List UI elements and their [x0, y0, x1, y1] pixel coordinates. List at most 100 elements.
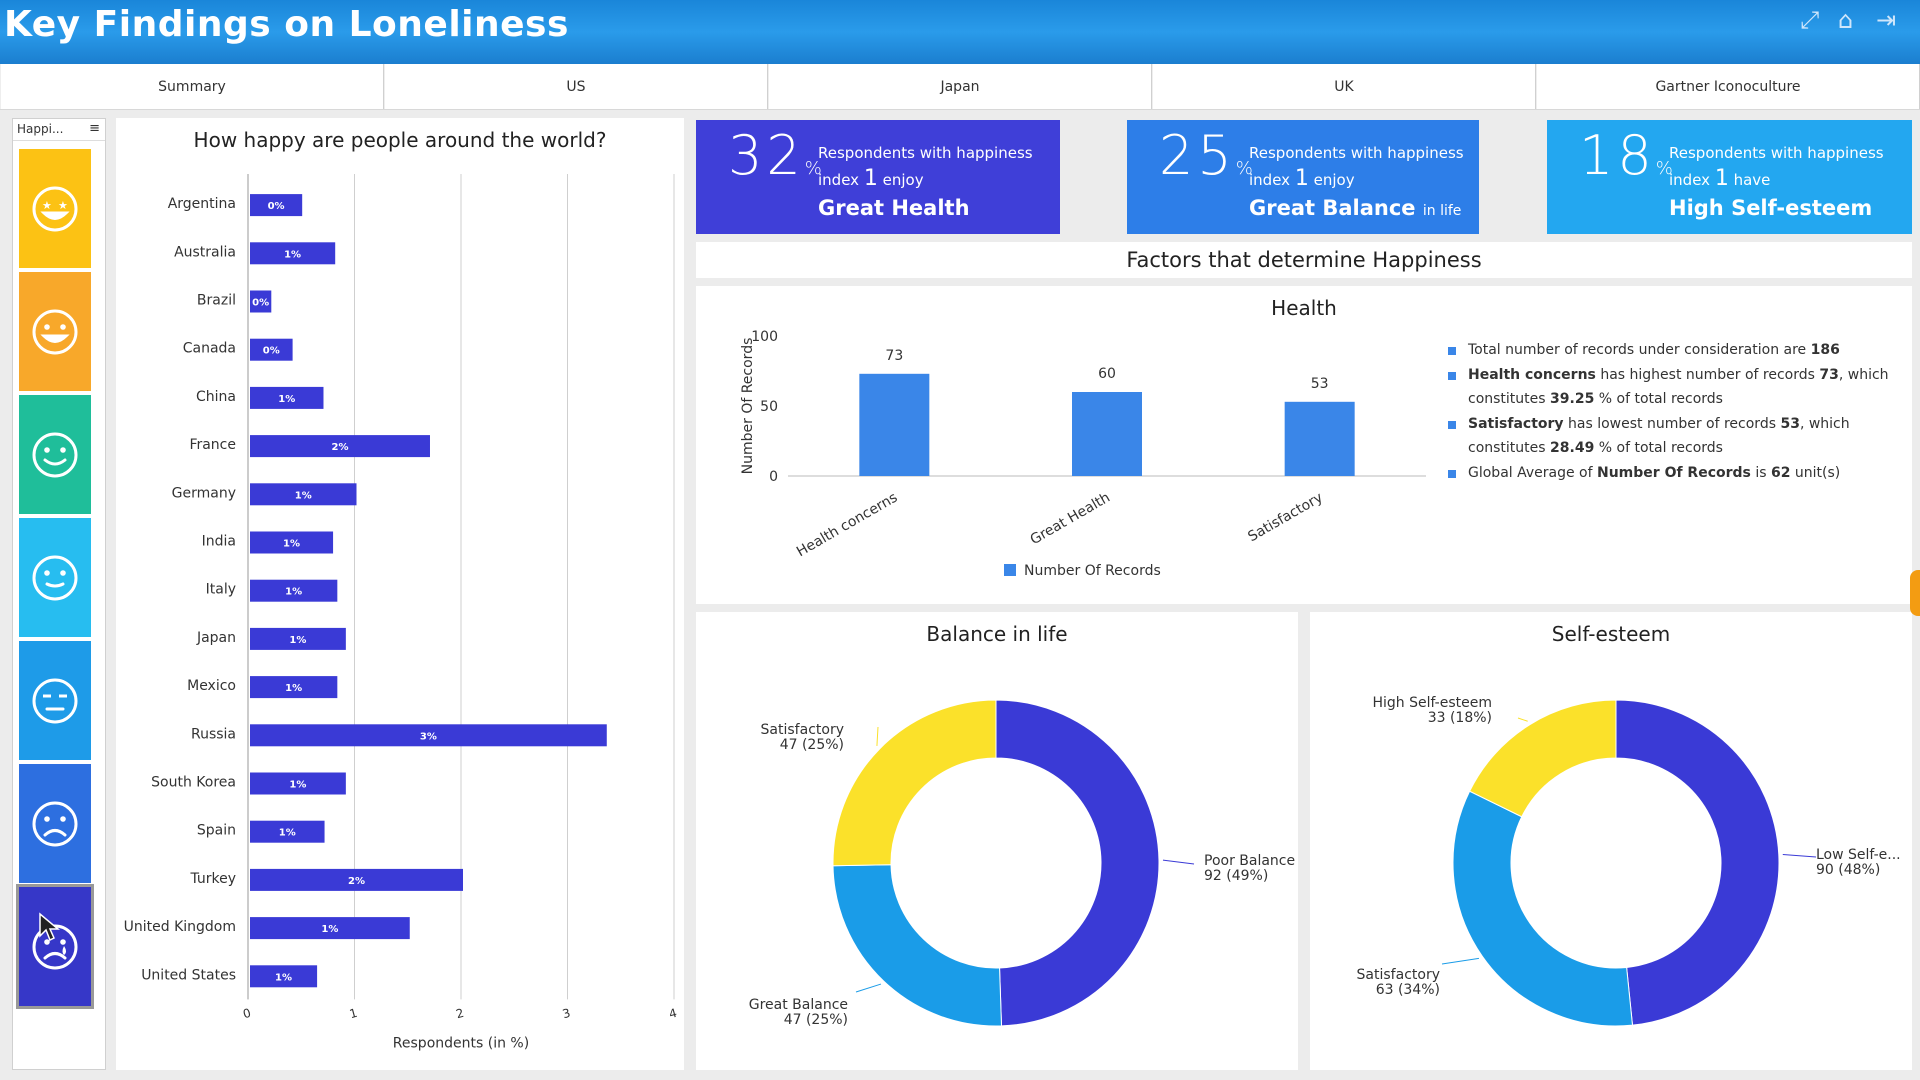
bar [250, 290, 272, 313]
legend-swatch [1004, 564, 1016, 576]
star-eyes-face-icon[interactable]: ★ ★ [19, 149, 91, 268]
page-title: Key Findings on Loneliness [4, 4, 569, 45]
esteem-chart-panel: Self-esteem Low Self-e... 90 (48%) Satisfa… [1310, 612, 1912, 1070]
selector-header: Happi... ≡ [13, 119, 105, 141]
category-label: India [202, 534, 236, 550]
category-label: France [189, 437, 236, 453]
category-label: Health concerns [794, 490, 900, 561]
happy-face-icon[interactable] [19, 272, 91, 391]
category-label: Turkey [189, 871, 236, 887]
bar-data-label: 1% [275, 972, 292, 983]
health-bar [859, 373, 930, 476]
category-label: South Korea [151, 775, 236, 791]
leader-line [855, 983, 882, 993]
collapse-icon[interactable]: ⤢ [1800, 6, 1820, 34]
bar [250, 242, 336, 265]
x-tick-label: 3 [561, 1006, 572, 1022]
bar [250, 627, 346, 650]
crying-face-icon[interactable] [16, 884, 94, 1009]
tab-japan[interactable]: Japan [768, 64, 1152, 109]
health-bar [1072, 392, 1142, 476]
category-label: China [196, 389, 236, 405]
slice-value-label: 33 (18%) [1428, 710, 1492, 726]
bar [250, 531, 334, 554]
y-tick-label: 0 [769, 469, 778, 485]
bar-data-label: 1% [279, 828, 296, 839]
bar-data-label: 1% [289, 780, 306, 791]
leader-line [1782, 854, 1817, 858]
health-bar [1284, 401, 1355, 476]
tab-us[interactable]: US [384, 64, 768, 109]
insight-item: Health concerns has highest number of re… [1446, 363, 1906, 412]
factors-title: Factors that determine Happiness [696, 242, 1912, 278]
bar-data-label: 1% [284, 249, 301, 260]
slice-value-label: 92 (49%) [1204, 868, 1268, 884]
leader-line [1162, 859, 1195, 865]
mouse-cursor-icon [39, 912, 60, 942]
donut-slice [1468, 699, 1617, 818]
bar-data-label: 53 [1311, 376, 1329, 392]
bar [250, 579, 338, 602]
bar [250, 483, 357, 506]
donut-slice [1615, 699, 1780, 1026]
bar-data-label: 1% [285, 587, 302, 598]
slight-smile-face-icon[interactable] [19, 518, 91, 637]
slice-label: Satisfactory [1357, 967, 1440, 983]
donut-slice [1452, 790, 1634, 1027]
bar-data-label: 73 [885, 348, 903, 364]
kpi-line3: Great Balance in life [1249, 196, 1462, 220]
category-label: Great Health [1028, 490, 1113, 549]
x-tick-label: 1 [348, 1006, 359, 1022]
home-icon[interactable]: ⌂ [1838, 6, 1854, 34]
bar [250, 772, 346, 795]
bar-chart-svg: 0 1 2 3 4 Argentina 0% Australia 1% Brazil 0% Canad… [124, 174, 678, 1051]
bar [250, 435, 430, 458]
insight-item: Satisfactory has lowest number of record… [1446, 412, 1906, 461]
x-tick-label: 2 [454, 1006, 465, 1022]
menu-icon[interactable]: ≡ [89, 121, 100, 136]
category-label: United Kingdom [124, 919, 236, 935]
category-label: Mexico [187, 678, 236, 694]
kpi-line3: Great Health [818, 196, 970, 220]
sad-face-icon[interactable] [19, 764, 91, 883]
category-label: Australia [174, 244, 236, 260]
svg-text:★: ★ [42, 199, 52, 212]
tab-uk[interactable]: UK [1152, 64, 1536, 109]
x-tick-label: 0 [241, 1006, 252, 1022]
bar-data-label: 0% [268, 201, 285, 212]
bar [250, 724, 607, 747]
bar-data-label: 0% [252, 298, 269, 309]
side-panel-toggle[interactable] [1910, 570, 1920, 616]
bar-data-label: 2% [332, 442, 349, 453]
kpi-line2: index 1 enjoy [1249, 166, 1355, 191]
bar-data-label: 1% [321, 924, 338, 935]
slice-value-label: 63 (34%) [1376, 982, 1440, 998]
smile-face-icon[interactable] [19, 395, 91, 514]
kpi-line1: Respondents with happiness [1669, 144, 1884, 162]
unamused-face-icon[interactable] [19, 641, 91, 760]
insight-item: Global Average of Number Of Records is 6… [1446, 461, 1906, 486]
esteem-title: Self-esteem [1551, 622, 1671, 646]
exit-icon[interactable]: ⇥ [1876, 6, 1897, 34]
kpi-value: 32% [728, 124, 822, 187]
legend-label: Number Of Records [1024, 563, 1161, 579]
tab-summary[interactable]: Summary [0, 64, 384, 109]
kpi-line1: Respondents with happiness [1249, 144, 1464, 162]
category-label: United States [141, 967, 236, 983]
donut-slice [832, 699, 997, 867]
bar-data-label: 0% [263, 346, 280, 357]
category-label: Russia [191, 726, 236, 742]
bar-data-label: 1% [295, 490, 312, 501]
category-label: Japan [196, 630, 236, 646]
donut-slice [832, 864, 1003, 1027]
bar-data-label: 1% [283, 539, 300, 550]
slice-value-label: 47 (25%) [784, 1012, 848, 1028]
health-chart-panel: Health 0 50 100 Number Of Records 73 Health c… [696, 286, 1912, 604]
kpi-high-self-esteem: 18% Respondents with happiness index 1 h… [1547, 120, 1912, 234]
tab-gartner-iconoculture[interactable]: Gartner Iconoculture [1536, 64, 1920, 109]
bar-data-label: 1% [289, 635, 306, 646]
bar [250, 194, 303, 217]
slice-label: Poor Balance [1204, 853, 1295, 869]
health-title: Health [1271, 296, 1337, 320]
